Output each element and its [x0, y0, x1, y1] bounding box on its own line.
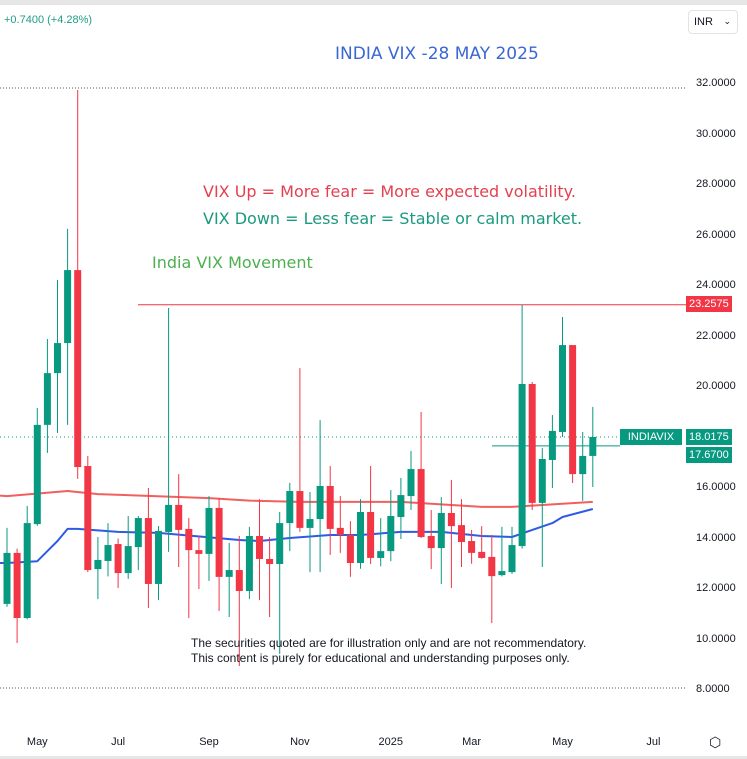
time-tick: Jul [111, 736, 126, 748]
time-tick: May [26, 736, 48, 748]
candle-down [195, 550, 203, 554]
candle-up [377, 551, 385, 558]
disclaimer-line-1: The securities quoted are for illustrati… [191, 636, 587, 650]
candle-down [266, 558, 274, 565]
currency-select[interactable]: INR ⌄ [688, 10, 738, 34]
candle-down [427, 535, 435, 549]
candle-down [175, 504, 183, 530]
candle-up [407, 469, 415, 497]
time-tick: Sep [199, 736, 219, 748]
candle-up [498, 571, 506, 576]
candle-up [387, 516, 395, 552]
candle-up [437, 512, 445, 549]
price-tick: 28.0000 [696, 178, 736, 190]
symbol-tag: INDIAVIX [620, 429, 682, 445]
price-tick: 32.0000 [696, 77, 736, 89]
candle-up [397, 495, 405, 518]
candle-down [74, 270, 82, 468]
price-tick: 26.0000 [696, 228, 736, 241]
candle-down [569, 345, 577, 475]
candle-down [367, 511, 375, 558]
time-tick: Mar [462, 736, 482, 748]
candle-up [286, 491, 294, 524]
candle-up [579, 455, 587, 475]
annotation-vix-up: VIX Up = More fear = More expected volat… [203, 182, 576, 201]
candle-down [478, 551, 486, 558]
price-tick: 8.0000 [696, 683, 730, 695]
candle-down [215, 507, 223, 577]
time-tick: 2025 [378, 736, 404, 748]
candle-down [417, 469, 425, 537]
price-tick: 10.0000 [696, 632, 736, 645]
slow-moving-average-line [0, 490, 593, 508]
candle-down [13, 552, 21, 619]
candle-down [256, 535, 263, 559]
price-change: +0.7400 (+4.28%) [4, 14, 93, 26]
candle-up [316, 485, 324, 520]
candle-up [155, 530, 162, 584]
candle-up [245, 535, 253, 592]
candle-down [185, 528, 193, 551]
candle-up [3, 552, 11, 604]
disclaimer: The securities quoted are for illustrati… [191, 636, 586, 666]
candle-down [346, 534, 354, 563]
candle-up [43, 373, 51, 425]
candle-up [64, 270, 72, 344]
chart-title: INDIA VIX -28 MAY 2025 [335, 44, 539, 64]
price-tick: 20.0000 [696, 380, 736, 392]
candle-up [357, 511, 364, 563]
candle-down [114, 544, 122, 574]
candle-up [94, 559, 102, 570]
prev-close-tag: 17.6700 [686, 447, 732, 463]
candle-down [336, 527, 344, 535]
candle-down [84, 466, 92, 571]
price-tick: 12.0000 [696, 582, 736, 594]
candle-up [124, 546, 132, 574]
currency-value: INR [694, 16, 713, 28]
annotation-vix-down: VIX Down = Less fear = Stable or calm ma… [203, 209, 583, 228]
price-tick: 22.0000 [696, 329, 736, 342]
candle-up [205, 507, 213, 554]
bottom-border [0, 756, 747, 759]
candle-down [528, 383, 536, 503]
candle-down [326, 485, 334, 529]
candle-up [23, 523, 31, 619]
price-tick: 16.0000 [696, 481, 736, 493]
candle-up [559, 345, 566, 432]
candle-up [276, 523, 284, 565]
candle-up [508, 545, 516, 573]
candle-up [306, 519, 314, 528]
time-tick: Jul [646, 736, 661, 748]
price-tick: 14.0000 [696, 531, 736, 544]
candle-up [548, 430, 556, 460]
time-tick: Nov [290, 736, 310, 748]
price-tick: 24.0000 [696, 279, 736, 291]
candle-up [134, 518, 142, 548]
candle-up [54, 343, 61, 374]
price-tick: 30.0000 [696, 127, 736, 140]
last-price-tag: 18.0175 [686, 429, 732, 445]
gear-icon[interactable]: ⬡ [709, 735, 722, 751]
candle-up [225, 570, 233, 577]
candle-down [235, 570, 243, 592]
top-border [0, 0, 747, 5]
time-tick: May [552, 736, 573, 748]
chevron-down-icon: ⌄ [723, 16, 731, 26]
annotation-movement: India VIX Movement [152, 253, 313, 272]
candle-down [488, 556, 496, 577]
candle-down [296, 491, 304, 528]
candle-up [104, 545, 112, 561]
candle-down [458, 525, 465, 543]
candle-up [165, 504, 173, 532]
candle-up [538, 458, 546, 503]
candle-up [33, 424, 41, 525]
candle-up [589, 436, 597, 456]
candle-up [518, 383, 526, 547]
candle-down [447, 512, 455, 527]
disclaimer-line-2: This content is purely for educational a… [191, 651, 570, 665]
resistance-price-tag: 23.2575 [686, 296, 732, 312]
candle-down [468, 541, 476, 553]
candle-down [144, 518, 152, 584]
